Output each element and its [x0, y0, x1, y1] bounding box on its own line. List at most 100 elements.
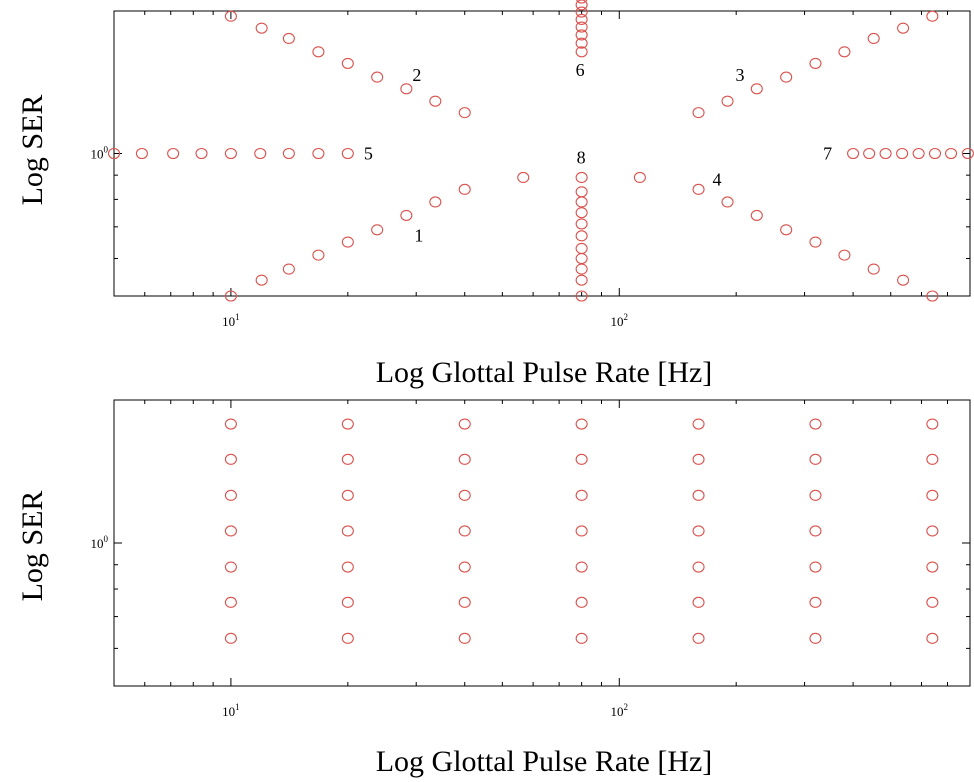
data-point: [429, 196, 442, 208]
data-point: [341, 525, 354, 537]
data-point: [458, 107, 471, 119]
data-point: [341, 489, 354, 501]
data-point: [224, 632, 237, 644]
data-point: [224, 525, 237, 537]
data-point: [692, 561, 705, 573]
data-point: [575, 21, 588, 33]
data-point: [867, 263, 880, 275]
data-point: [575, 196, 588, 208]
data-point: [838, 249, 851, 261]
data-point: [926, 525, 939, 537]
series-label: 2: [412, 65, 421, 85]
data-point: [809, 489, 822, 501]
data-point: [195, 147, 208, 160]
data-point: [896, 147, 909, 160]
x-tick-label: 102: [611, 312, 629, 329]
data-point: [312, 46, 325, 58]
data-point: [341, 147, 354, 160]
data-point: [692, 596, 705, 608]
data-point: [224, 596, 237, 608]
data-point: [107, 147, 121, 160]
top-y-axis-title: Log SER: [16, 95, 49, 206]
data-point: [575, 274, 588, 286]
data-point: [282, 263, 295, 275]
data-point: [224, 10, 237, 22]
data-point: [575, 37, 588, 49]
data-point: [429, 95, 442, 107]
data-point: [809, 453, 822, 465]
data-point: [926, 561, 939, 573]
data-point: [575, 6, 588, 18]
data-point: [517, 171, 530, 184]
data-point: [961, 147, 974, 160]
top-series-labels: 1 2 3 4 5 6 7 8: [364, 60, 832, 246]
top-plot-frame: [113, 10, 971, 297]
data-point: [167, 147, 180, 160]
data-point: [633, 171, 646, 184]
data-point: [575, 0, 588, 11]
data-point: [863, 147, 876, 160]
data-point: [809, 525, 822, 537]
data-point: [341, 596, 354, 608]
data-point: [282, 147, 295, 160]
data-point: [928, 147, 942, 160]
data-point: [575, 218, 588, 230]
data-point: [926, 489, 939, 501]
data-point: [575, 596, 588, 608]
data-point: [458, 561, 471, 573]
data-point: [458, 525, 471, 537]
data-point: [371, 71, 384, 83]
x-tick-label: 101: [222, 702, 240, 719]
data-point: [575, 453, 588, 465]
top-data-points: [107, 0, 974, 302]
data-point: [809, 236, 822, 248]
data-point: [838, 46, 851, 58]
data-point: [224, 290, 237, 302]
data-point: [879, 147, 892, 160]
data-point: [224, 453, 237, 465]
data-point: [692, 107, 705, 119]
data-point: [692, 418, 705, 430]
top-x-axis-title: Log Glottal Pulse Rate [Hz]: [376, 356, 713, 389]
data-point: [809, 561, 822, 573]
bottom-plot-frame: [113, 399, 971, 687]
data-point: [312, 147, 325, 160]
data-point: [224, 147, 237, 160]
data-point: [575, 171, 588, 184]
data-point: [809, 57, 822, 69]
data-point: [692, 453, 705, 465]
data-point: [809, 632, 822, 644]
data-point: [750, 83, 763, 95]
data-point: [926, 418, 939, 430]
data-point: [926, 10, 939, 22]
data-point: [341, 632, 354, 644]
data-point: [847, 147, 860, 160]
data-point: [575, 29, 588, 41]
data-point: [458, 183, 471, 195]
x-tick-label: 102: [611, 702, 629, 719]
series-label: 7: [823, 144, 832, 164]
data-point: [341, 561, 354, 573]
data-point: [926, 453, 939, 465]
data-point: [575, 489, 588, 501]
data-point: [575, 230, 588, 242]
data-point: [575, 46, 588, 58]
data-point: [575, 632, 588, 644]
data-point: [809, 418, 822, 430]
data-point: [458, 596, 471, 608]
data-point: [254, 147, 267, 160]
x-tick-label: 101: [222, 312, 240, 329]
data-point: [224, 489, 237, 501]
data-point: [575, 0, 588, 4]
data-point: [575, 263, 588, 275]
data-point: [926, 632, 939, 644]
y-tick-label: 100: [91, 534, 109, 551]
data-point: [135, 147, 148, 160]
data-point: [458, 453, 471, 465]
data-point: [224, 561, 237, 573]
data-point: [224, 418, 237, 430]
top-scatter-plot: 101 102 100 1 2 3 4 5 6 7 8 Log SER Log Glottal P…: [16, 0, 974, 389]
data-point: [575, 207, 588, 219]
data-point: [692, 183, 705, 195]
